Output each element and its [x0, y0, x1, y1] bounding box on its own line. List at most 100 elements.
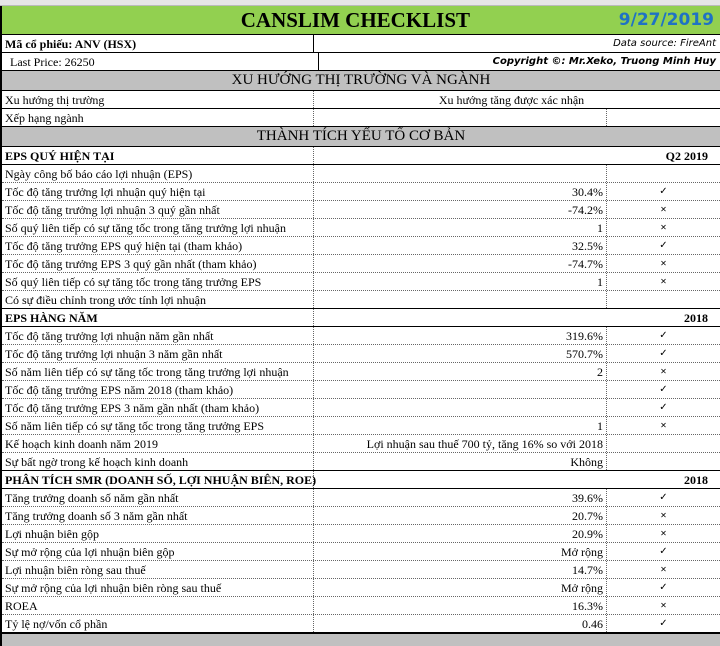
cross-icon: ✕	[660, 565, 667, 574]
table-row[interactable]: Tỷ lệ nợ/vốn cổ phần 0.46 ✓	[2, 615, 720, 633]
table-row[interactable]: Sự bất ngờ trong kế hoạch kinh doanh Khôn…	[2, 453, 720, 471]
table-row[interactable]: Tốc độ tăng trưởng lợi nhuận 3 năm gần n…	[2, 345, 720, 363]
row-value[interactable]: Lợi nhuận sau thuế 700 tỷ, tăng 16% so v…	[314, 435, 607, 452]
row-value[interactable]: 20.7%	[314, 507, 607, 524]
fundamentals-header: THÀNH TÍCH YẾU TỐ CƠ BẢN	[2, 127, 720, 147]
row-value[interactable]: Mở rộng	[314, 543, 607, 560]
ticker-row[interactable]: Mã cổ phiếu: ANV (HSX) Data source: Fire…	[2, 35, 720, 53]
row-value[interactable]: -74.2%	[314, 201, 607, 218]
row-value[interactable]: 0.46	[314, 615, 607, 632]
row-value[interactable]: Mở rộng	[314, 579, 607, 596]
row-label: Tăng trưởng doanh số 3 năm gần nhất	[2, 507, 314, 524]
row-label: Tốc độ tăng trưởng EPS năm 2018 (tham kh…	[2, 381, 314, 398]
table-row[interactable]: Tốc độ tăng trưởng EPS năm 2018 (tham kh…	[2, 381, 720, 399]
row-value[interactable]: 1	[314, 219, 607, 236]
table-row[interactable]: Sự mở rộng của lợi nhuận biên gộp Mở rộng…	[2, 543, 720, 561]
check-icon: ✓	[659, 402, 668, 413]
cross-icon: ✕	[660, 205, 667, 214]
table-row[interactable]: Tốc độ tăng trưởng EPS quý hiện tại (tha…	[2, 237, 720, 255]
price-row[interactable]: Last Price: 26250 Copyright ©: Mr.Xeko, …	[2, 53, 720, 71]
row-value[interactable]: Không	[314, 453, 607, 470]
row-value[interactable]: 319.6%	[314, 327, 607, 344]
row-value[interactable]: -74.7%	[314, 255, 607, 272]
row-label: Xu hướng thị trường	[2, 91, 314, 108]
row-label: Tốc độ tăng trưởng lợi nhuận quý hiện tạ…	[2, 183, 314, 200]
row-label: Sự mở rộng của lợi nhuận biên ròng sau t…	[2, 579, 314, 596]
section-spacer	[314, 471, 606, 488]
row-value[interactable]	[314, 381, 607, 398]
row-value[interactable]	[314, 165, 607, 182]
table-row[interactable]: Sự mở rộng của lợi nhuận biên ròng sau t…	[2, 579, 720, 597]
row-value[interactable]: 1	[314, 417, 607, 434]
section-spacer	[314, 309, 606, 326]
table-row[interactable]: Số quý liên tiếp có sự tăng tốc trong tă…	[2, 219, 720, 237]
row-value[interactable]: 39.6%	[314, 489, 607, 506]
table-row[interactable]: Tốc độ tăng trưởng lợi nhuận năm gần nhấ…	[2, 327, 720, 345]
table-row[interactable]: Tăng trưởng doanh số 3 năm gần nhất 20.7%…	[2, 507, 720, 525]
row-label: Lợi nhuận biên gộp	[2, 525, 314, 542]
table-row[interactable]: Có sự điều chỉnh trong ước tính lợi nhuậ…	[2, 291, 720, 309]
check-icon: ✓	[659, 618, 668, 629]
market-header: XU HƯỚNG THỊ TRƯỜNG VÀ NGÀNH	[2, 71, 720, 91]
title-row[interactable]: CANSLIM CHECKLIST 9/27/2019	[2, 6, 720, 35]
row-mark	[607, 453, 720, 470]
row-mark[interactable]	[607, 109, 720, 126]
table-row[interactable]: Số quý liên tiếp có sự tăng tốc trong tă…	[2, 273, 720, 291]
row-value[interactable]: 30.4%	[314, 183, 607, 200]
cross-icon: ✕	[660, 529, 667, 538]
table-row[interactable]: Số năm liên tiếp có sự tăng tốc trong tă…	[2, 363, 720, 381]
row-label: Tỷ lệ nợ/vốn cổ phần	[2, 615, 314, 632]
row-value[interactable]: 2	[314, 363, 607, 380]
row-value[interactable]	[314, 109, 607, 126]
row-label: Sự bất ngờ trong kế hoạch kinh doanh	[2, 453, 314, 470]
row-value[interactable]: 16.3%	[314, 597, 607, 614]
row-value[interactable]	[314, 399, 607, 416]
section-period: Q2 2019	[665, 149, 708, 163]
table-row[interactable]: Tốc độ tăng trưởng lợi nhuận 3 quý gần n…	[2, 201, 720, 219]
row-value[interactable]: 1	[314, 273, 607, 290]
row-value[interactable]: 20.9%	[314, 525, 607, 542]
row-mark	[607, 165, 720, 182]
data-source: Data source: FireAnt	[613, 38, 716, 49]
section-spacer	[314, 147, 606, 164]
row-label: Có sự điều chỉnh trong ước tính lợi nhuậ…	[2, 291, 314, 308]
check-icon: ✓	[659, 582, 668, 593]
row-label: Tốc độ tăng trưởng lợi nhuận 3 quý gần n…	[2, 201, 314, 218]
table-row[interactable]: ROEA 16.3% ✕	[2, 597, 720, 615]
market-row[interactable]: Xu hướng thị trường Xu hướng tăng được xá…	[2, 91, 720, 109]
row-label: Tốc độ tăng trưởng lợi nhuận năm gần nhấ…	[2, 327, 314, 344]
table-row[interactable]: Kế hoạch kinh doanh năm 2019 Lợi nhuận sa…	[2, 435, 720, 453]
cross-icon: ✕	[660, 277, 667, 286]
ticker: Mã cổ phiếu: ANV (HSX)	[2, 35, 314, 52]
table-row[interactable]: Tốc độ tăng trưởng EPS 3 quý gần nhất (t…	[2, 255, 720, 273]
table-row[interactable]: Lợi nhuận biên ròng sau thuế 14.7% ✕	[2, 561, 720, 579]
check-icon: ✓	[659, 546, 668, 557]
check-icon: ✓	[659, 330, 668, 341]
table-row[interactable]: Tăng trưởng doanh số năm gần nhất 39.6% ✓	[2, 489, 720, 507]
table-row[interactable]: Lợi nhuận biên gộp 20.9% ✕	[2, 525, 720, 543]
row-value[interactable]	[314, 291, 607, 308]
sheet-title: CANSLIM CHECKLIST	[240, 7, 471, 32]
table-row[interactable]: Số năm liên tiếp có sự tăng tốc trong tă…	[2, 417, 720, 435]
row-value[interactable]: 14.7%	[314, 561, 607, 578]
check-icon: ✓	[659, 384, 668, 395]
table-row[interactable]: Ngày công bố báo cáo lợi nhuận (EPS)	[2, 165, 720, 183]
report-date: 9/27/2019	[618, 10, 714, 30]
check-icon: ✓	[659, 348, 668, 359]
row-value[interactable]: 32.5%	[314, 237, 607, 254]
section-title: EPS QUÝ HIỆN TẠI	[2, 147, 314, 164]
table-row[interactable]: Tốc độ tăng trưởng EPS 3 năm gần nhất (t…	[2, 399, 720, 417]
row-label: Tốc độ tăng trưởng lợi nhuận 3 năm gần n…	[2, 345, 314, 362]
section-header: EPS HÀNG NĂM 2018	[2, 309, 720, 327]
table-row[interactable]: Tốc độ tăng trưởng lợi nhuận quý hiện tạ…	[2, 183, 720, 201]
market-row[interactable]: Xếp hạng ngành	[2, 109, 720, 127]
section-header: PHÂN TÍCH SMR (DOANH SỐ, LỢI NHUẬN BIÊN,…	[2, 471, 720, 489]
cross-icon: ✕	[660, 367, 667, 376]
cross-icon: ✕	[660, 421, 667, 430]
row-value[interactable]: Xu hướng tăng được xác nhận	[438, 93, 585, 107]
row-label: Kế hoạch kinh doanh năm 2019	[2, 435, 314, 452]
row-value[interactable]: 570.7%	[314, 345, 607, 362]
row-label: Tốc độ tăng trưởng EPS 3 năm gần nhất (t…	[2, 399, 314, 416]
row-mark	[607, 291, 720, 308]
cross-icon: ✕	[660, 223, 667, 232]
